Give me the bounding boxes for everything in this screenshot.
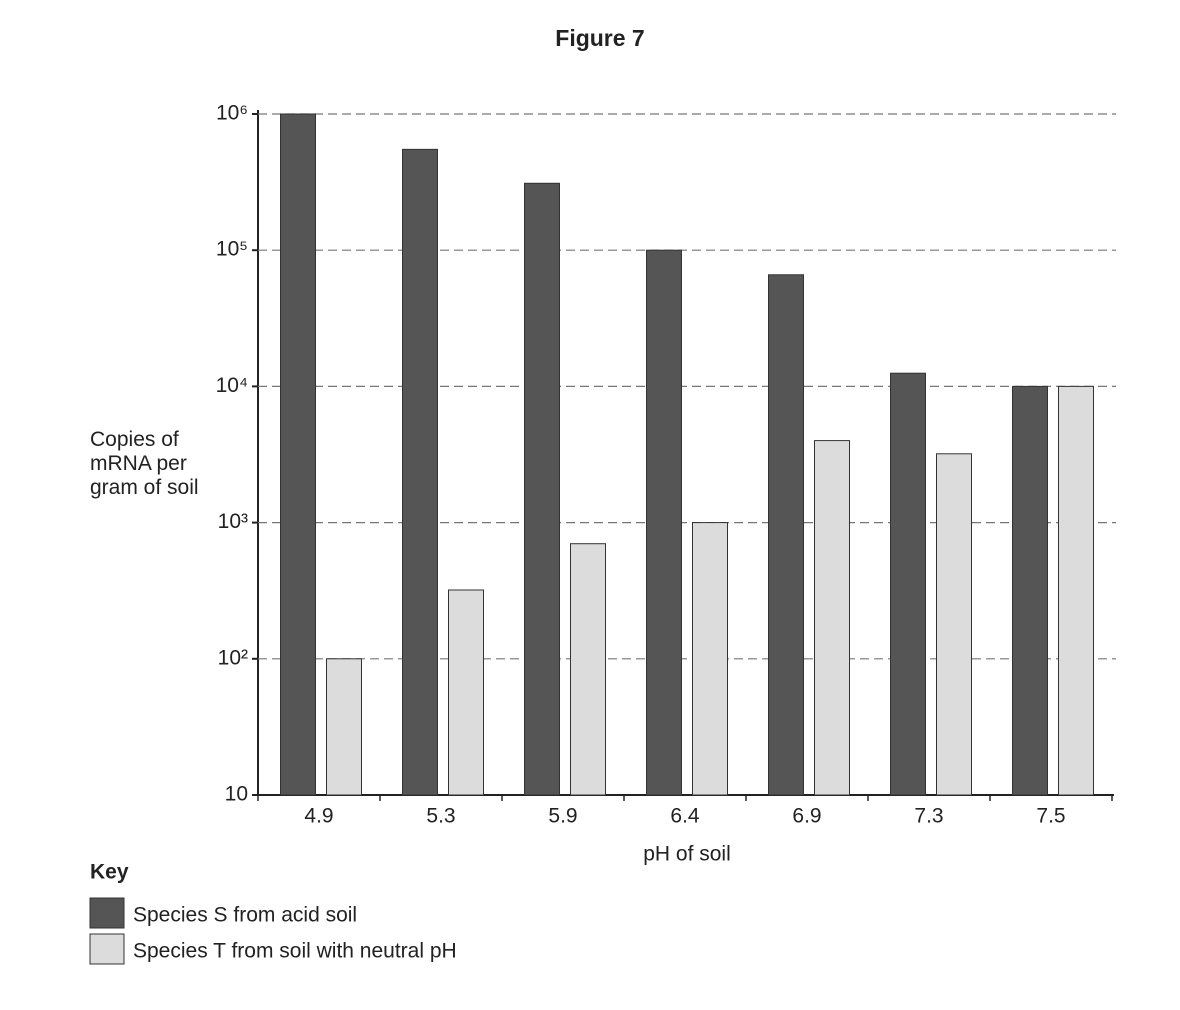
x-tick-label: 6.9 [792, 805, 821, 828]
legend-swatch [89, 897, 125, 929]
y-tick-label: 10² [218, 646, 248, 669]
legend-swatch [89, 933, 125, 965]
bar [890, 372, 926, 796]
bar [936, 453, 972, 796]
x-tick-label: 5.9 [548, 805, 577, 828]
x-tick-label: 7.5 [1036, 805, 1065, 828]
x-axis-label: pH of soil [643, 843, 731, 866]
bar [402, 148, 438, 796]
y-tick-label: 10³ [218, 510, 248, 533]
y-axis-label: Copies of mRNA per gram of soil [90, 428, 199, 499]
bar [448, 589, 484, 796]
y-tick-label: 10⁶ [216, 102, 248, 125]
x-tick-label: 4.9 [304, 805, 333, 828]
legend-label: Species S from acid soil [133, 904, 357, 927]
y-tick-label: 10⁴ [216, 374, 248, 397]
bar [646, 249, 682, 796]
bar [814, 440, 850, 796]
bar [768, 274, 804, 796]
legend-label: Species T from soil with neutral pH [133, 940, 457, 963]
bar [1058, 385, 1094, 796]
bar [1012, 385, 1048, 796]
y-tick-label: 10⁵ [216, 238, 248, 261]
x-tick-label: 6.4 [670, 805, 700, 828]
bar [692, 522, 728, 796]
chart-title: Figure 7 [555, 25, 644, 51]
bar [280, 113, 316, 796]
y-tick-label: 10 [225, 783, 248, 806]
x-tick-label: 7.3 [914, 805, 943, 828]
bar [524, 182, 560, 796]
x-tick-label: 5.3 [426, 805, 455, 828]
bar [570, 543, 606, 796]
legend-title: Key [90, 861, 129, 884]
bar [326, 658, 362, 796]
